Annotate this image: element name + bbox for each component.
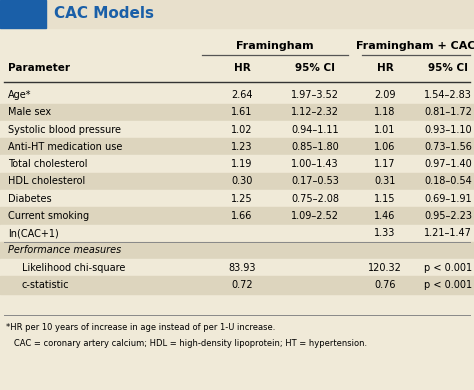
Text: 120.32: 120.32 <box>368 263 402 273</box>
Text: Current smoking: Current smoking <box>8 211 89 221</box>
Bar <box>0 207 474 225</box>
Text: Parameter: Parameter <box>8 63 70 73</box>
Text: p < 0.001: p < 0.001 <box>424 280 472 290</box>
Text: *HR per 10 years of increase in age instead of per 1-U increase.: *HR per 10 years of increase in age inst… <box>6 323 275 333</box>
Text: HDL cholesterol: HDL cholesterol <box>8 176 85 186</box>
Bar <box>0 259 474 277</box>
Text: HR: HR <box>377 63 393 73</box>
Text: Male sex: Male sex <box>8 107 51 117</box>
Text: 0.30: 0.30 <box>231 176 253 186</box>
Text: Anti-HT medication use: Anti-HT medication use <box>8 142 122 152</box>
Text: 0.76: 0.76 <box>374 280 396 290</box>
Text: 0.73–1.56: 0.73–1.56 <box>424 142 472 152</box>
Text: 1.15: 1.15 <box>374 194 396 204</box>
Text: 2.64: 2.64 <box>231 90 253 100</box>
Text: p < 0.001: p < 0.001 <box>424 263 472 273</box>
Text: 0.93–1.10: 0.93–1.10 <box>424 124 472 135</box>
Text: 1.33: 1.33 <box>374 228 396 238</box>
Bar <box>0 156 474 173</box>
Text: 95% CI: 95% CI <box>295 63 335 73</box>
Text: CAC Models: CAC Models <box>54 7 154 21</box>
Text: 2.09: 2.09 <box>374 90 396 100</box>
Text: 0.81–1.72: 0.81–1.72 <box>424 107 472 117</box>
Text: c-statistic: c-statistic <box>22 280 70 290</box>
Bar <box>0 0 46 28</box>
Text: ln(CAC+1): ln(CAC+1) <box>8 228 59 238</box>
Text: Likelihood chi-square: Likelihood chi-square <box>22 263 126 273</box>
Bar <box>0 173 474 190</box>
Text: Diabetes: Diabetes <box>8 194 52 204</box>
Text: 1.23: 1.23 <box>231 142 253 152</box>
Text: 0.18–0.54: 0.18–0.54 <box>424 176 472 186</box>
Bar <box>0 242 474 259</box>
Text: CAC = coronary artery calcium; HDL = high-density lipoprotein; HT = hypertension: CAC = coronary artery calcium; HDL = hig… <box>6 340 367 349</box>
Text: 0.97–1.40: 0.97–1.40 <box>424 159 472 169</box>
Text: Systolic blood pressure: Systolic blood pressure <box>8 124 121 135</box>
Text: 1.18: 1.18 <box>374 107 396 117</box>
Text: 1.25: 1.25 <box>231 194 253 204</box>
Text: 1.66: 1.66 <box>231 211 253 221</box>
Text: 1.17: 1.17 <box>374 159 396 169</box>
Bar <box>0 225 474 242</box>
Text: 0.31: 0.31 <box>374 176 396 186</box>
Text: Performance measures: Performance measures <box>8 245 121 255</box>
Bar <box>0 104 474 121</box>
Text: 0.75–2.08: 0.75–2.08 <box>291 194 339 204</box>
Text: 1.46: 1.46 <box>374 211 396 221</box>
Text: Framingham: Framingham <box>236 41 314 51</box>
Text: 1.97–3.52: 1.97–3.52 <box>291 90 339 100</box>
Text: Framingham + CAC: Framingham + CAC <box>356 41 474 51</box>
Text: 1.12–2.32: 1.12–2.32 <box>291 107 339 117</box>
Text: 0.85–1.80: 0.85–1.80 <box>291 142 339 152</box>
Text: 1.06: 1.06 <box>374 142 396 152</box>
Text: 0.72: 0.72 <box>231 280 253 290</box>
Text: 1.02: 1.02 <box>231 124 253 135</box>
Bar <box>0 190 474 207</box>
Text: Total cholesterol: Total cholesterol <box>8 159 88 169</box>
Text: 1.01: 1.01 <box>374 124 396 135</box>
Bar <box>0 0 474 28</box>
Text: 1.61: 1.61 <box>231 107 253 117</box>
Text: 0.95–2.23: 0.95–2.23 <box>424 211 472 221</box>
Text: 0.94–1.11: 0.94–1.11 <box>291 124 339 135</box>
Bar <box>0 121 474 138</box>
Text: HR: HR <box>234 63 250 73</box>
Bar <box>0 277 474 294</box>
Text: 83.93: 83.93 <box>228 263 256 273</box>
Text: 95% CI: 95% CI <box>428 63 468 73</box>
Text: 0.69–1.91: 0.69–1.91 <box>424 194 472 204</box>
Text: 1.19: 1.19 <box>231 159 253 169</box>
Text: 1.54–2.83: 1.54–2.83 <box>424 90 472 100</box>
Text: Age*: Age* <box>8 90 31 100</box>
Text: 0.17–0.53: 0.17–0.53 <box>291 176 339 186</box>
Bar <box>0 86 474 104</box>
Text: 1.09–2.52: 1.09–2.52 <box>291 211 339 221</box>
Text: 1.21–1.47: 1.21–1.47 <box>424 228 472 238</box>
Bar <box>0 138 474 156</box>
Text: 1.00–1.43: 1.00–1.43 <box>291 159 339 169</box>
